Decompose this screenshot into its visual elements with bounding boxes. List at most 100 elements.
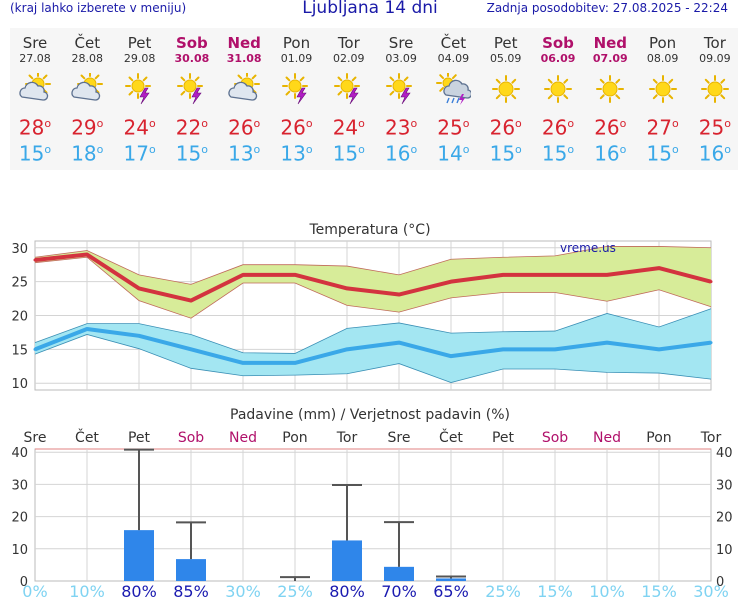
max-temperature-value: 24 [332,115,359,140]
degree-mark: o [515,143,522,156]
precipitation-probability: 10% [69,582,105,600]
precipitation-probability: 25% [277,582,313,600]
precipitation-day-label: Ned [593,430,621,446]
precipitation-day-label: Sob [178,430,204,446]
max-temperature-value: 26 [594,115,620,140]
max-temperature-point [33,258,37,262]
min-temperature: 18o [61,137,113,166]
forecast-day: Pon 01.09 26o 13o [271,28,323,166]
min-temperature-value: 15 [18,141,45,166]
degree-mark: o [305,143,313,156]
precipitation-bar [436,578,466,581]
min-temperature: 15o [166,137,218,166]
sun-icon [596,75,625,103]
watermark: vreme.us [560,241,616,255]
temperature-chart-title: Temperatura (°C) [308,222,430,238]
precipitation-y-tick-left: 30 [11,478,28,493]
max-temperature: 24o [323,111,375,140]
degree-mark: o [358,143,365,156]
cloudy-sun-icon [71,73,104,101]
min-temperature-point [605,341,609,345]
forecast-day: Sre 27.08 28o 15o [9,28,61,166]
degree-mark: o [410,143,418,156]
degree-mark: o [671,143,679,156]
min-temperature-line [34,327,712,365]
day-name: Sre [22,34,48,52]
min-temperature-value: 18 [71,141,97,166]
day-date: 02.09 [333,52,365,65]
day-name: Ned [593,34,628,52]
band-lower-edge [34,334,712,383]
day-date: 27.08 [19,52,51,65]
precipitation-y-tick-left: 0 [20,575,28,590]
max-temperature-value: 25 [437,115,463,140]
min-temperature-value: 14 [437,141,463,166]
max-temperature-point [501,273,505,277]
max-temperature: 22o [166,111,218,140]
degree-mark: o [462,117,470,130]
temperature-y-tick: 20 [11,310,28,325]
day-date: 29.08 [123,52,156,65]
min-temperature: 17o [114,137,166,166]
min-temperature-value: 15 [646,141,672,166]
precipitation-day-label: Tor [336,430,358,446]
day-date: 06.09 [540,52,576,65]
min-temperature-point [33,347,37,351]
max-temperature-value: 28 [18,115,45,140]
sun-storm-icon [176,73,203,105]
min-temperature: 15o [532,137,584,166]
min-temperature-value: 16 [385,141,411,166]
forecast-day: Sob 06.09 26o 15o [532,28,584,166]
min-temperature-value: 15 [489,141,516,166]
precipitation-day-label: Pon [646,430,671,446]
precipitation-probability: 0% [22,582,47,600]
min-temperature-point [189,347,193,351]
cloudy-sun-icon [228,73,261,101]
max-temperature-value: 22 [175,115,202,140]
min-temperature-value: 15 [332,141,359,166]
day-name: Pet [127,34,152,52]
sun-storm-icon [386,73,413,105]
precipitation-y-tick-right: 0 [716,575,724,590]
min-temperature: 13o [218,137,270,166]
day-date: 08.09 [646,52,679,65]
min-temperature-value: 15 [175,141,202,166]
max-temperature-point [449,280,453,284]
sun-rain-storm-icon [436,73,472,105]
max-temperature-point [189,299,193,303]
min-temperature-point [241,361,245,365]
min-temperature: 15o [637,137,689,166]
day-name: Sre [388,34,414,52]
forecast-day: Sre 03.09 23o 16o [375,28,427,166]
precipitation-y-tick-left: 40 [11,446,28,461]
max-temperature: 24o [114,111,166,140]
day-date: 09.09 [699,52,731,65]
precipitation-day-label: Sob [542,430,568,446]
degree-mark: o [358,117,365,130]
precipitation-y-tick-right: 30 [716,478,733,493]
degree-mark: o [44,143,52,156]
day-name: Tor [703,34,726,52]
max-temperature-point [605,273,609,277]
degree-mark: o [724,143,731,156]
precipitation-probability: 70% [381,582,417,600]
degree-mark: o [201,143,208,156]
top-bar: (kraj lahko izberete v meniju) Ljubljana… [0,0,740,20]
max-temperature: 26o [271,111,323,140]
max-temperature-value: 24 [123,115,149,140]
max-temperature: 25o [689,111,740,140]
degree-mark: o [410,117,418,130]
max-temperature-value: 23 [385,115,411,140]
precipitation-probability: 15% [641,582,677,600]
precipitation-probability: 80% [329,582,365,600]
max-temperature: 25o [427,111,479,140]
degree-mark: o [201,117,208,130]
max-temperature: 26o [584,111,636,140]
precipitation-day-label: Pet [128,430,151,446]
forecast-day: Pet 29.08 24o 17o [114,28,166,166]
precipitation-probability: 10% [589,582,625,600]
location-menu-hint[interactable]: (kraj lahko izberete v meniju) [10,1,187,15]
day-date: 28.08 [71,52,104,65]
min-temperature-point [709,341,713,345]
max-temperature-value: 29 [71,115,97,140]
